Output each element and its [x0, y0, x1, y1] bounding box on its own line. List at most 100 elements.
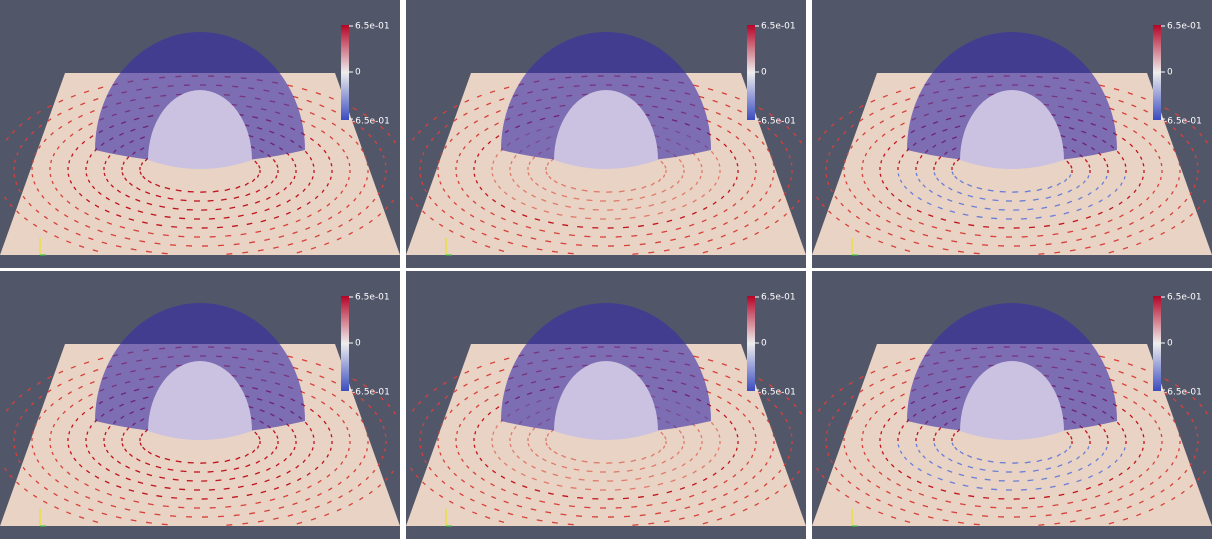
velocity-arrow	[581, 460, 588, 463]
velocity-arrow	[913, 241, 920, 245]
velocity-arrow	[460, 235, 465, 239]
velocity-arrow	[858, 104, 864, 109]
velocity-arrow	[1160, 433, 1163, 438]
velocity-arrow	[366, 162, 369, 166]
velocity-arrow	[207, 199, 214, 202]
velocity-arrow	[693, 355, 700, 358]
velocity-arrow	[947, 198, 953, 202]
velocity-arrow	[858, 375, 864, 380]
velocity-arrow	[167, 468, 174, 471]
velocity-arrow	[377, 213, 382, 217]
velocity-arrow	[57, 383, 62, 387]
velocity-arrow	[336, 142, 340, 146]
velocity-arrow	[355, 412, 359, 416]
velocity-arrow	[342, 148, 346, 153]
velocity-arrow	[890, 463, 895, 468]
velocity-arrow	[167, 197, 174, 200]
velocity-arrow	[1196, 433, 1199, 437]
velocity-arrow	[115, 516, 122, 519]
velocity-arrow	[948, 458, 953, 462]
velocity-arrow	[444, 124, 449, 128]
velocity-arrow	[363, 184, 366, 188]
velocity-arrow	[62, 410, 66, 415]
velocity-arrow	[116, 460, 122, 465]
velocity-arrow	[480, 477, 486, 481]
velocity-arrow	[850, 416, 854, 420]
velocity-arrow	[54, 235, 59, 239]
velocity-arrow	[105, 467, 110, 472]
velocity-arrow	[80, 102, 86, 106]
velocity-arrow	[258, 436, 261, 440]
velocity-arrow	[381, 184, 384, 188]
velocity-arrow	[1109, 107, 1115, 111]
velocity-arrow	[97, 462, 102, 466]
velocity-arrow	[494, 393, 499, 397]
velocity-arrow	[324, 513, 330, 517]
velocity-arrow	[651, 464, 657, 468]
velocity-arrow	[753, 447, 756, 452]
velocity-arrow	[124, 237, 131, 240]
velocity-arrow	[639, 243, 646, 246]
velocity-arrow	[720, 505, 726, 509]
velocity-arrow	[909, 191, 914, 195]
velocity-arrow	[850, 124, 855, 128]
velocity-arrow	[1154, 419, 1158, 424]
velocity-arrow	[1192, 125, 1196, 130]
velocity-arrow	[945, 500, 952, 503]
velocity-arrow	[225, 505, 232, 508]
velocity-arrow	[133, 229, 140, 232]
velocity-arrow	[698, 366, 705, 370]
velocity-arrow	[70, 424, 74, 428]
velocity-arrow	[424, 394, 429, 398]
velocity-arrow	[86, 469, 91, 474]
velocity-arrow	[1104, 366, 1111, 370]
velocity-arrow	[632, 524, 639, 526]
velocity-arrow	[1045, 196, 1052, 199]
velocity-arrow	[560, 513, 567, 516]
velocity-arrow	[900, 237, 906, 241]
velocity-arrow	[324, 242, 330, 246]
velocity-arrow	[1127, 363, 1134, 366]
velocity-arrow	[275, 446, 278, 450]
velocity-arrow	[68, 107, 74, 111]
velocity-arrow	[717, 176, 720, 180]
velocity-arrow	[449, 215, 455, 220]
velocity-arrow	[180, 199, 187, 202]
velocity-arrow	[987, 460, 994, 463]
velocity-arrow	[38, 145, 42, 149]
colorbar-max-label: 6.5e-01	[1167, 22, 1202, 32]
velocity-arrow	[1129, 414, 1134, 419]
velocity-arrow	[1160, 231, 1166, 236]
velocity-arrow	[164, 486, 171, 489]
velocity-arrow	[1158, 155, 1161, 160]
velocity-arrow	[104, 480, 110, 484]
velocity-arrow	[27, 387, 32, 392]
velocity-arrow	[1054, 522, 1061, 525]
velocity-arrow	[225, 234, 232, 237]
velocity-arrow	[1118, 472, 1123, 476]
velocity-arrow	[702, 250, 709, 254]
velocity-arrow	[900, 122, 905, 126]
velocity-arrow	[880, 431, 883, 435]
velocity-arrow	[147, 503, 154, 506]
velocity-arrow	[84, 483, 89, 487]
velocity-arrow	[842, 130, 847, 135]
velocity-arrow	[145, 462, 151, 466]
velocity-arrow	[967, 454, 973, 458]
velocity-arrow	[949, 481, 956, 485]
velocity-arrow	[699, 175, 702, 180]
velocity-arrow	[1178, 433, 1181, 437]
velocity-arrow	[648, 204, 655, 207]
velocity-arrow	[473, 444, 476, 448]
velocity-arrow	[293, 175, 296, 180]
velocity-arrow	[1148, 508, 1154, 512]
velocity-arrow	[85, 444, 88, 448]
velocity-arrow	[855, 500, 860, 504]
velocity-arrow	[156, 495, 163, 498]
velocity-arrow	[848, 459, 852, 463]
velocity-arrow	[947, 469, 953, 473]
velocity-arrow	[360, 419, 364, 423]
velocity-arrow	[16, 152, 19, 156]
velocity-arrow	[511, 178, 515, 183]
velocity-arrow	[1132, 130, 1138, 134]
